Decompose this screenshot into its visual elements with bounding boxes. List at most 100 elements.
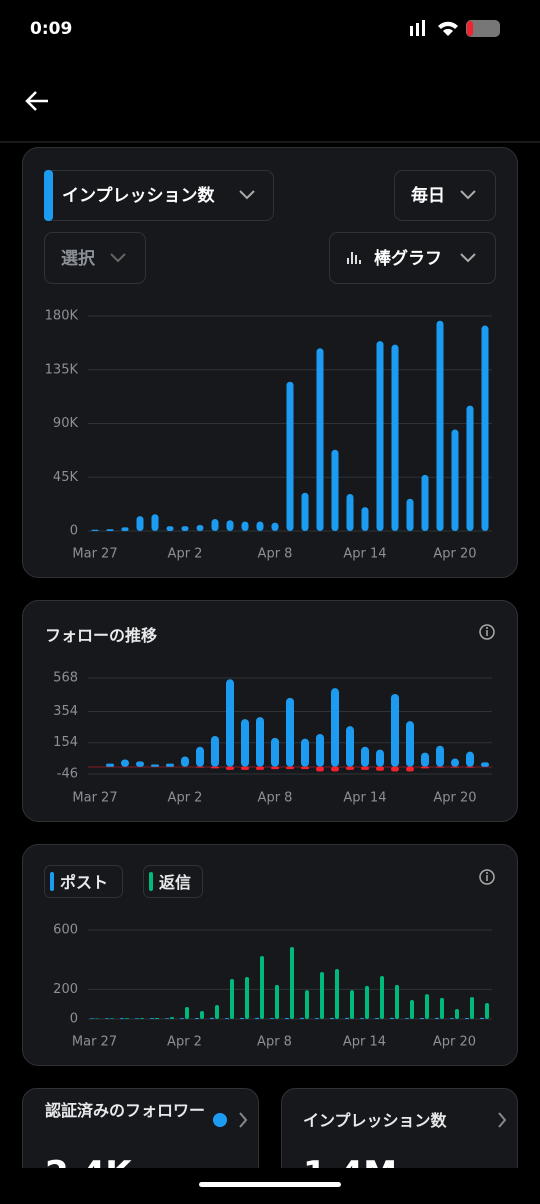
bar bbox=[241, 767, 249, 770]
y-tick-label: 154 bbox=[53, 735, 78, 750]
chart-kind-label: 棒グラフ bbox=[374, 248, 442, 269]
bar bbox=[437, 321, 444, 531]
bar bbox=[180, 1018, 184, 1019]
x-tick-label: Apr 14 bbox=[343, 547, 386, 562]
x-tick-label: Apr 20 bbox=[433, 791, 476, 806]
bar bbox=[455, 1009, 459, 1019]
bar bbox=[121, 759, 129, 766]
bar bbox=[361, 767, 369, 770]
period-dropdown[interactable]: 毎日 bbox=[395, 171, 496, 221]
bar bbox=[170, 1017, 174, 1019]
bar bbox=[106, 764, 114, 767]
bar bbox=[302, 493, 309, 531]
select-label: 選択 bbox=[61, 248, 96, 269]
metric-dropdown[interactable]: インプレッション数 bbox=[44, 170, 274, 221]
bar bbox=[332, 450, 339, 531]
y-tick-label: 45K bbox=[53, 470, 79, 485]
y-tick-label: 90K bbox=[53, 416, 79, 431]
bar bbox=[360, 1018, 364, 1019]
legend-item[interactable]: 返信 bbox=[144, 866, 203, 898]
bar bbox=[316, 734, 324, 767]
legend-item[interactable]: ポスト bbox=[45, 866, 123, 898]
bar bbox=[300, 1018, 304, 1019]
bar bbox=[395, 985, 399, 1019]
bar bbox=[105, 1018, 109, 1019]
bar bbox=[92, 530, 99, 531]
bar bbox=[376, 767, 384, 771]
bar bbox=[166, 764, 174, 767]
bar bbox=[196, 767, 204, 768]
bar bbox=[256, 767, 264, 770]
bar bbox=[152, 514, 159, 531]
bar bbox=[285, 1018, 289, 1019]
bar bbox=[212, 519, 219, 531]
bar bbox=[420, 1018, 424, 1019]
period-label: 毎日 bbox=[411, 185, 445, 206]
bar bbox=[271, 767, 279, 769]
bar bbox=[195, 1018, 199, 1019]
bar bbox=[485, 1003, 489, 1019]
x-tick-label: Apr 8 bbox=[258, 547, 293, 562]
bar bbox=[435, 1018, 439, 1019]
bar bbox=[362, 507, 369, 531]
bar bbox=[320, 972, 324, 1019]
bar bbox=[257, 521, 264, 531]
bar bbox=[107, 529, 114, 531]
bar bbox=[425, 994, 429, 1019]
bar bbox=[165, 1018, 169, 1019]
bar bbox=[330, 1018, 334, 1019]
bar bbox=[465, 1018, 469, 1019]
x-tick-label: Apr 2 bbox=[167, 1035, 202, 1050]
bar bbox=[436, 767, 444, 768]
bar bbox=[225, 1018, 229, 1019]
y-tick-label: 354 bbox=[53, 704, 78, 719]
bar bbox=[135, 1018, 139, 1019]
bar bbox=[150, 1018, 154, 1019]
bar bbox=[242, 521, 249, 531]
bar bbox=[316, 767, 324, 772]
bar bbox=[391, 767, 399, 772]
x-tick-label: Apr 20 bbox=[433, 1035, 476, 1050]
card-title: インプレッション数 bbox=[303, 1111, 448, 1130]
bar bbox=[331, 688, 339, 767]
bar bbox=[421, 767, 429, 769]
x-tick-label: Apr 14 bbox=[343, 1035, 386, 1050]
bar bbox=[120, 1018, 124, 1019]
bar bbox=[182, 526, 189, 531]
bar bbox=[301, 767, 309, 769]
bar bbox=[315, 1018, 319, 1019]
metric-label: インプレッション数 bbox=[62, 185, 215, 206]
bar bbox=[406, 721, 414, 767]
bar bbox=[210, 1018, 214, 1019]
select-dropdown[interactable]: 選択 bbox=[45, 233, 146, 284]
x-tick-label: Mar 27 bbox=[72, 547, 117, 562]
y-tick-label: 135K bbox=[45, 362, 79, 377]
bar bbox=[470, 997, 474, 1019]
bar bbox=[271, 738, 279, 767]
bar bbox=[346, 767, 354, 770]
bar bbox=[181, 756, 189, 766]
bar bbox=[256, 717, 264, 767]
bar bbox=[482, 326, 489, 531]
bar bbox=[467, 406, 474, 531]
bar bbox=[436, 746, 444, 767]
bar bbox=[215, 1005, 219, 1019]
y-tick-label: 568 bbox=[53, 671, 78, 686]
bar bbox=[440, 998, 444, 1019]
bar bbox=[380, 976, 384, 1019]
status-time: 0:09 bbox=[30, 19, 72, 39]
bar bbox=[197, 525, 204, 531]
bar bbox=[466, 767, 474, 768]
bar bbox=[405, 1018, 409, 1019]
bar bbox=[347, 494, 354, 531]
bar bbox=[167, 526, 174, 531]
chart-kind-dropdown[interactable]: 棒グラフ bbox=[330, 233, 496, 284]
bar bbox=[226, 767, 234, 770]
y-tick-label: 0 bbox=[70, 524, 78, 539]
bar bbox=[227, 520, 234, 531]
bar bbox=[406, 767, 414, 772]
bar bbox=[211, 736, 219, 767]
bar bbox=[331, 767, 339, 772]
